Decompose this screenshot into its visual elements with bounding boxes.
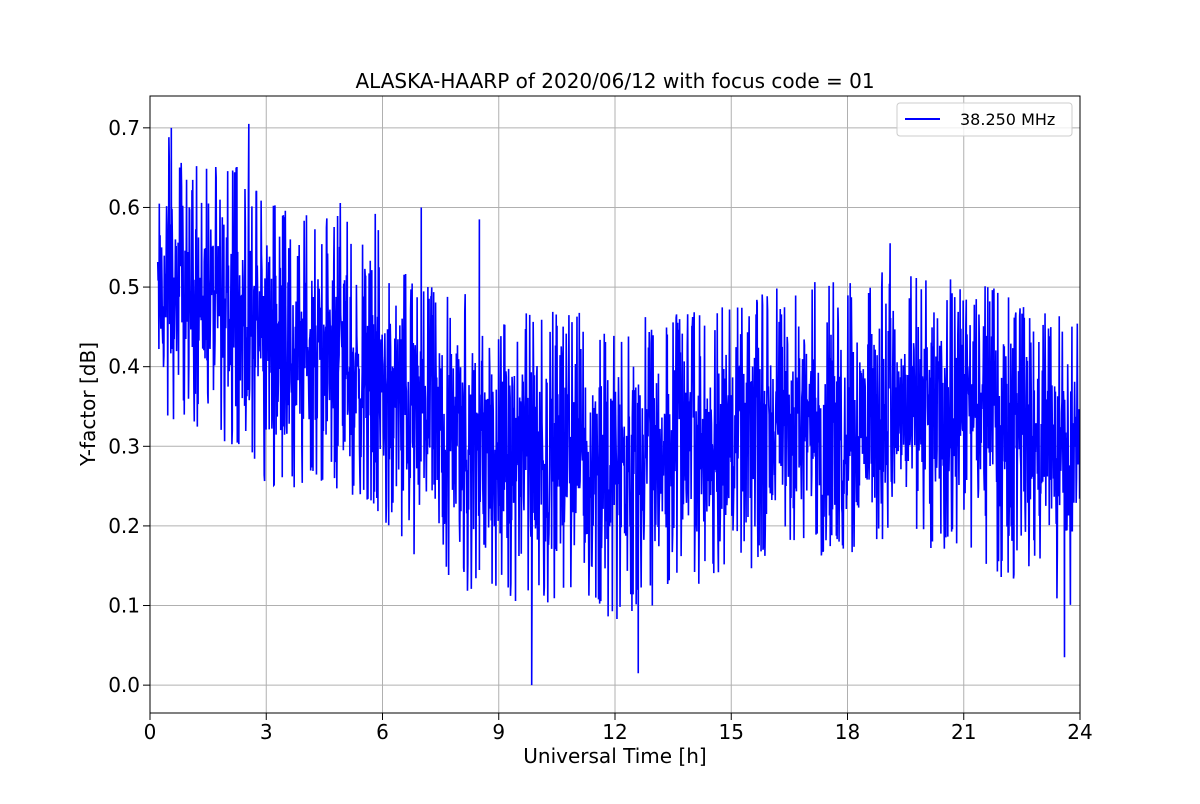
y-tick-label: 0.5	[108, 275, 140, 299]
legend-label-38250-mhz: 38.250 MHz	[960, 110, 1055, 129]
y-axis: 0.0 0.1 0.2 0.3 0.4 0.5 0.6 0.7	[108, 116, 150, 697]
x-tick-label: 21	[951, 720, 976, 744]
legend-box	[896, 102, 1073, 137]
y-tick-label: 0.6	[108, 195, 140, 219]
plot-area	[156, 123, 1080, 686]
x-axis-label: Universal Time [h]	[523, 744, 706, 768]
y-tick-label: 0.2	[108, 514, 140, 538]
series-layer	[156, 123, 1080, 686]
y-tick-label: 0.7	[108, 116, 140, 140]
x-tick-label: 9	[492, 720, 505, 744]
x-tick-label: 24	[1067, 720, 1092, 744]
y-tick-label: 0.3	[108, 434, 140, 458]
x-tick-label: 18	[835, 720, 860, 744]
x-tick-label: 15	[719, 720, 744, 744]
x-axis: 0 3 6 9 12 15 18 21 24	[144, 713, 1093, 744]
x-tick-label: 3	[260, 720, 273, 744]
y-tick-label: 0.1	[108, 594, 140, 618]
y-tick-label: 0.0	[108, 673, 140, 697]
legend: 38.250 MHz	[896, 102, 1073, 137]
x-tick-label: 12	[602, 720, 627, 744]
x-tick-label: 6	[376, 720, 389, 744]
y-tick-label: 0.4	[108, 355, 140, 379]
y-axis-label: Y-factor [dB]	[76, 342, 100, 467]
chart-title: ALASKA-HAARP of 2020/06/12 with focus co…	[355, 69, 874, 93]
series-line-38250-mhz	[156, 123, 1080, 686]
x-tick-label: 0	[144, 720, 157, 744]
